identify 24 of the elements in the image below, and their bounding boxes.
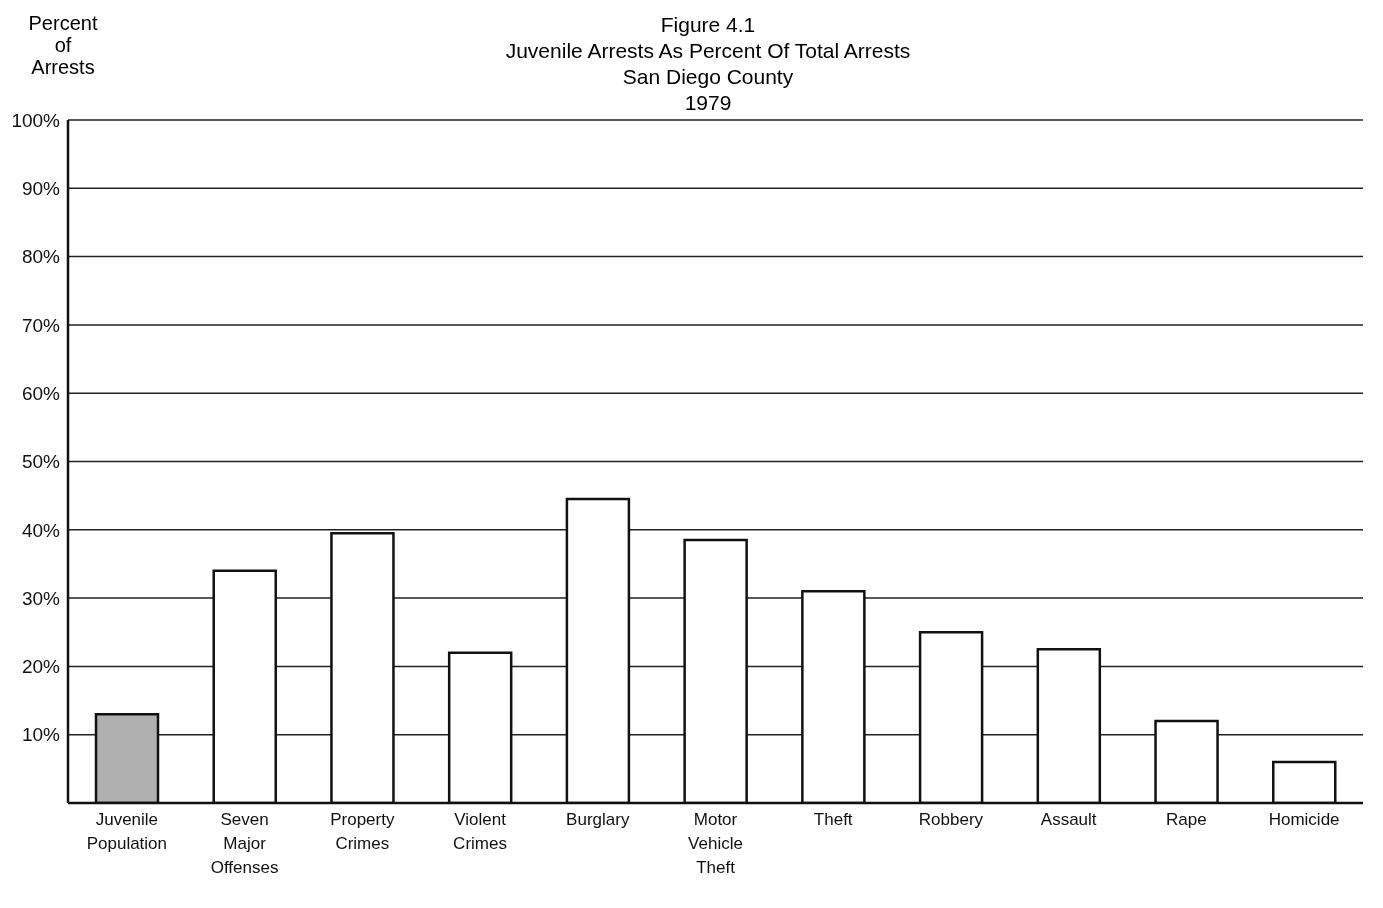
x-tick-label: Property Crimes	[330, 810, 395, 853]
y-tick-label: 90%	[21, 178, 61, 200]
y-tick-label: 20%	[21, 656, 61, 678]
x-tick-label: Rape	[1166, 810, 1207, 829]
x-tick-label: Motor Vehicle Theft	[688, 810, 743, 877]
y-tick-label: 10%	[21, 724, 61, 746]
y-tick-label: 70%	[21, 314, 61, 336]
y-tick-label: 60%	[21, 382, 61, 404]
x-tick-label: Burglary	[566, 810, 630, 829]
x-tick-label: Violent Crimes	[453, 810, 507, 853]
x-tick-label: Assault	[1040, 810, 1097, 829]
chart-subtitle: Juvenile Arrests As Percent Of Total Arrests San Diego County 1979	[504, 38, 912, 116]
y-axis-title: Percent of Arrests	[27, 12, 99, 78]
x-tick-label: Juvenile Population	[86, 810, 168, 853]
x-tick-label: Theft	[813, 810, 853, 829]
y-tick-label: 30%	[21, 587, 61, 609]
y-tick-label: 100%	[11, 109, 61, 131]
y-tick-label: 80%	[21, 246, 61, 268]
x-tick-label: Homicide	[1268, 810, 1340, 829]
y-tick-label: 40%	[21, 519, 61, 541]
chart-title: Figure 4.1	[659, 12, 757, 38]
x-tick-label: Robbery	[918, 810, 984, 829]
x-tick-label: Seven Major Offenses	[210, 810, 279, 877]
y-tick-label: 50%	[21, 451, 61, 473]
